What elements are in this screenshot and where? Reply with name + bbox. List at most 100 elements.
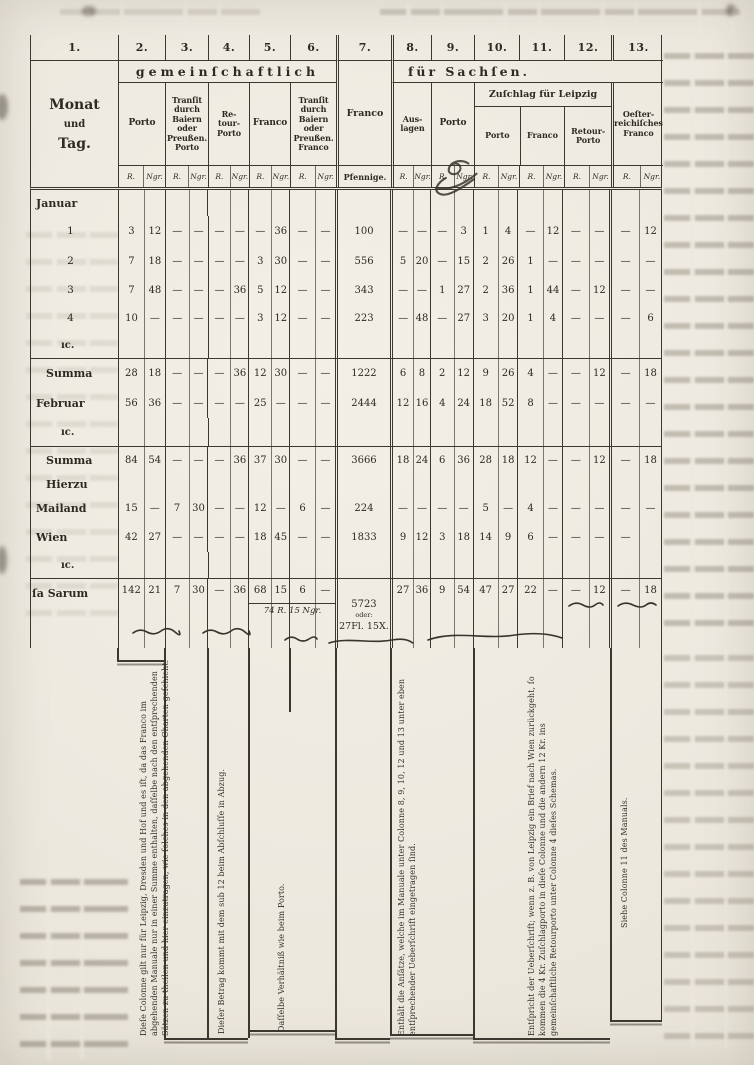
table-row-Summa: Summa 28 18— — —36 12 30— —1222 6 8 2 12 9 26 4— —12—18 — [31, 358, 661, 388]
value-neugroschen: — — [314, 447, 335, 474]
value-thaler: — — [172, 397, 183, 409]
cell-col13: — — — [609, 276, 661, 304]
value-neugroschen: 12 — [271, 276, 289, 304]
value-thaler: 47 — [479, 585, 493, 596]
value-thaler: 28 — [479, 455, 493, 466]
header-und: und — [63, 118, 86, 130]
cell-col13 — [609, 190, 661, 216]
value-thaler: 9 — [439, 585, 446, 596]
value-thaler: — — [437, 312, 448, 324]
value-neugroschen: 36 — [230, 276, 248, 304]
value-thaler — [290, 474, 315, 494]
value-thaler — [249, 332, 271, 358]
cell-col9 — [429, 474, 473, 494]
value-thaler — [518, 332, 542, 358]
value-thaler: 6 — [439, 455, 446, 466]
cell-col7 — [335, 552, 390, 578]
brace-squiggle — [328, 638, 414, 644]
cell-col13: — 18 — [609, 579, 661, 648]
value-thaler: — — [297, 531, 308, 543]
value-neugroschen — [230, 190, 248, 216]
value-thaler: 6 — [299, 502, 306, 514]
value-neugroschen — [413, 552, 430, 578]
cell-col11: 1— — [517, 246, 562, 276]
value-neugroschen — [314, 418, 335, 446]
cell-col12: — — — [562, 388, 609, 418]
value-thaler: 18 — [479, 397, 493, 409]
value-neugroschen — [497, 474, 518, 494]
value-neugroschen — [639, 332, 661, 358]
value-neugroschen: — — [230, 494, 248, 522]
value-neugroschen — [143, 190, 165, 216]
value-thaler: 28 — [125, 368, 138, 379]
cell-col8 — [389, 418, 430, 446]
cell-col5: 3 12 — [248, 304, 289, 332]
cell-col10 — [472, 474, 518, 494]
value-thaler — [612, 552, 639, 578]
value-thaler — [119, 552, 144, 578]
value-thaler: 5 — [257, 284, 264, 296]
cell-col2: 10 — — [117, 304, 165, 332]
cell-col11 — [517, 474, 562, 494]
cell-col12 — [562, 332, 609, 358]
value-neugroschen: — — [314, 359, 335, 388]
value-thaler: 6 — [527, 531, 534, 543]
row-label: Summa — [46, 367, 93, 380]
cell-col11: — 12 — [517, 216, 562, 246]
column-number: 11. — [519, 35, 564, 61]
value-neugroschen — [271, 552, 289, 578]
value-neugroschen: 52 — [497, 388, 518, 418]
value-thaler — [208, 190, 230, 216]
value-neugroschen: — — [230, 388, 248, 418]
value-thaler: 4 — [527, 502, 534, 514]
value-neugroschen: — — [497, 494, 518, 522]
unit-thaler: R. — [256, 172, 265, 181]
value-neugroschen — [144, 418, 165, 446]
value-neugroschen: 36 — [271, 216, 289, 246]
value-neugroschen: — — [542, 246, 563, 276]
value-neugroschen — [497, 190, 518, 216]
header-sachsen-porto: Porto — [431, 83, 474, 165]
cell-col11: 12 — — [517, 447, 562, 474]
value-thaler — [393, 418, 413, 446]
header-leipzig-franco: Franco — [519, 107, 565, 165]
value-thaler: — — [620, 455, 631, 466]
value-neugroschen: — — [188, 359, 208, 388]
cell-col5: 68 15 — [248, 579, 289, 648]
cell-col5 — [248, 190, 289, 216]
value-thaler: — — [214, 284, 225, 296]
value-neugroschen: — — [453, 494, 473, 522]
value-neugroschen — [542, 332, 563, 358]
value-thaler: — — [398, 502, 409, 514]
postal-ledger-table: 1. 2. 3. 4. 5. 6. 7. 8. 9. 10. 11. 12. 1… — [30, 35, 663, 648]
column-number: 9. — [431, 35, 474, 61]
value-neugroschen — [188, 552, 208, 578]
scan-smudge — [0, 94, 8, 120]
unit-neugroschen: Ngr. — [270, 166, 290, 187]
value-neugroschen: 3 — [453, 216, 473, 246]
value-thaler: — — [620, 368, 631, 379]
value-neugroschen: — — [314, 494, 335, 522]
footnote-franco: Daſſelbe Verhältniß wie beim Porto. — [277, 883, 286, 1032]
cell-col10: 9 26 — [472, 359, 518, 388]
cell-col11 — [517, 332, 562, 358]
column-number: 3. — [165, 35, 208, 61]
row-label: 1 — [67, 225, 74, 237]
cell-col9: 2 12 — [429, 359, 473, 388]
value-thaler: — — [214, 585, 225, 596]
value-thaler — [290, 552, 315, 578]
unit-neugroschen: Ngr. — [413, 166, 431, 187]
cell-col6 — [289, 332, 335, 358]
cell-col13: — — — [609, 246, 661, 276]
scan-smudge — [726, 4, 736, 16]
value-neugroschen: 12 — [588, 359, 610, 388]
value-thaler: 84 — [125, 455, 138, 466]
cell-col4: — 36 — [207, 359, 248, 388]
cell-col3: — — — [164, 447, 208, 474]
cell-col6: — — — [289, 216, 335, 246]
value-thaler: 142 — [121, 585, 141, 596]
cell-col7: 1833 — [335, 522, 390, 552]
group-gemeinschaftlich: gemeinſchaftlich — [118, 61, 336, 83]
table-body: Januar 1 3 12— — — — —36— —100— — —3 1 4—12— — —12 2 7 18… — [30, 190, 662, 648]
